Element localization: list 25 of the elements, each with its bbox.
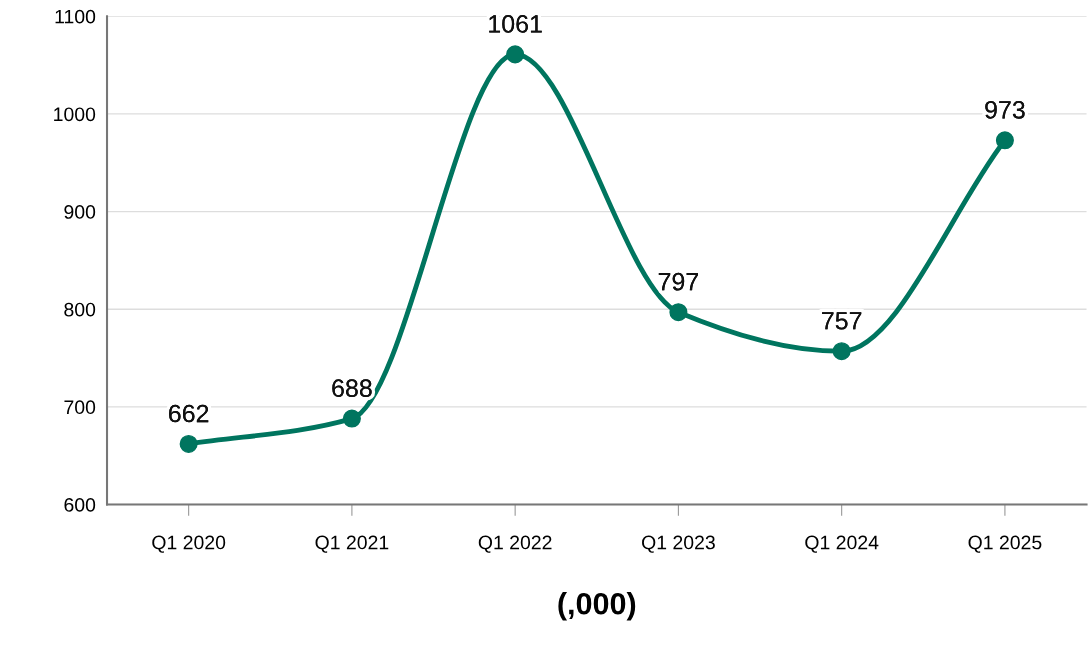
- x-tick-label: Q1 2024: [805, 535, 879, 553]
- x-tick-label: Q1 2021: [315, 535, 389, 553]
- y-tick-label: 1100: [55, 9, 96, 24]
- data-label: 1061: [489, 15, 542, 33]
- y-tick-label: 900: [64, 205, 96, 219]
- point: [506, 45, 525, 64]
- data-label: 688: [332, 379, 372, 397]
- point: [669, 303, 688, 322]
- y-tick-label: 700: [64, 400, 96, 415]
- point: [179, 434, 198, 454]
- x-tick-label: Q1 2025: [968, 535, 1042, 553]
- y-tick-label: 800: [64, 302, 96, 317]
- point: [342, 409, 361, 428]
- y-tick-label: 600: [64, 497, 96, 512]
- x-tick-label: Q1 2023: [642, 535, 715, 553]
- point: [832, 342, 851, 361]
- data-label: 797: [658, 272, 699, 291]
- x-axis-title: (,000): [558, 592, 636, 621]
- data-label: 973: [985, 100, 1025, 119]
- data-label: 662: [169, 404, 209, 423]
- y-tick-label: 1000: [54, 107, 96, 122]
- x-tick-label: Q1 2022: [478, 535, 552, 553]
- x-tick-label: Q1 2020: [152, 535, 226, 553]
- data-label: 757: [822, 312, 862, 330]
- point: [995, 131, 1014, 150]
